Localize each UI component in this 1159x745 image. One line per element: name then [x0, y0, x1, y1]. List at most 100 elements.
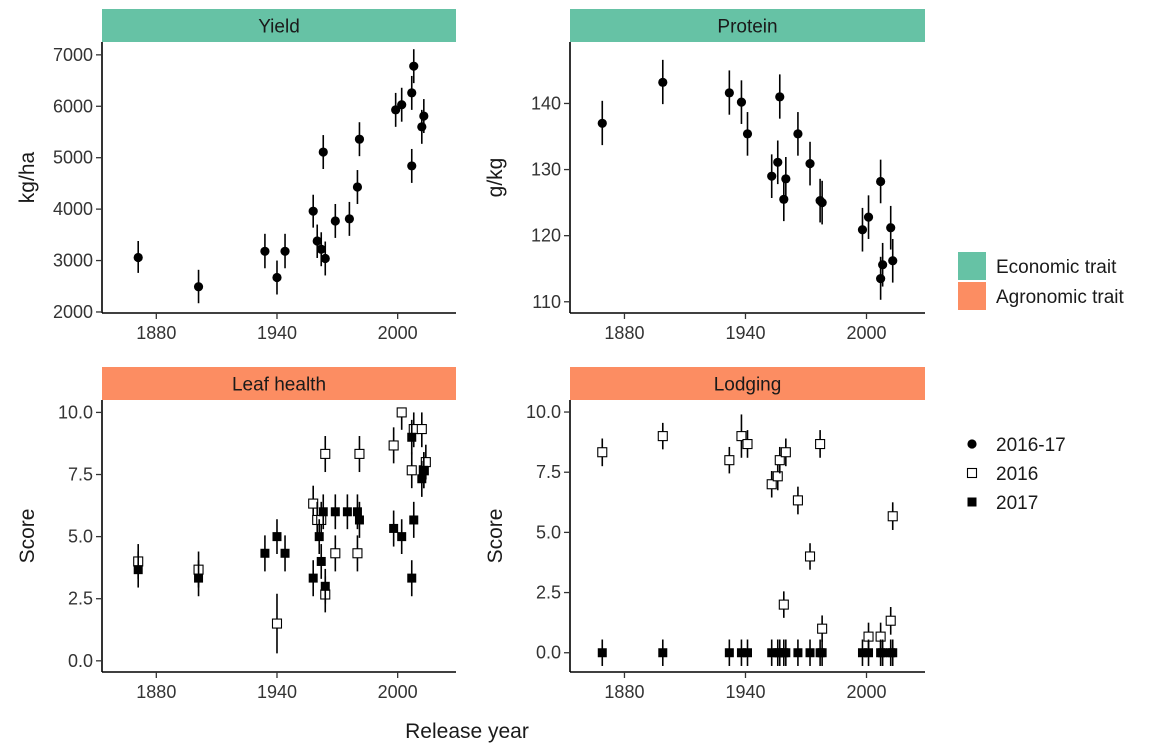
data-point [344, 214, 354, 224]
data-point [863, 212, 874, 222]
y-tick-label: 6000 [53, 96, 93, 116]
data-point [857, 648, 867, 658]
data-point [280, 548, 290, 558]
y-tick-label: 10.0 [58, 402, 93, 422]
data-point [407, 161, 417, 171]
panel-strip [102, 367, 456, 400]
panel-strip [570, 9, 925, 42]
data-point [817, 198, 827, 208]
data-point [320, 448, 331, 459]
data-point [857, 225, 868, 235]
series-2017 [133, 419, 429, 604]
data-point [330, 548, 341, 559]
data-point [352, 182, 363, 192]
data-point [352, 548, 363, 559]
series-2016 [133, 407, 431, 654]
data-point [805, 648, 815, 658]
x-tick-label: 1940 [725, 682, 765, 702]
data-point [888, 648, 898, 658]
panel-yield: Yield 2000 3000 4000 5000 6000 7000 1880 1940 200… [16, 9, 456, 343]
legend-key-agronomic-trait [958, 282, 986, 310]
data-point [314, 532, 324, 542]
data-point [417, 474, 427, 484]
legend-label: 2016 [996, 464, 1038, 485]
panel-leaf-health: Leaf health 0.0 2.5 5.0 7.5 10.0 1880 1940 2000 S… [16, 367, 456, 702]
series-2016-17 [597, 59, 898, 300]
data-point [354, 515, 364, 525]
y-tick-label: 2.5 [68, 589, 93, 609]
data-point [272, 532, 282, 542]
y-tick-label: 0.0 [68, 651, 93, 671]
data-point [792, 495, 803, 506]
data-point [272, 272, 282, 283]
data-point [312, 236, 322, 246]
data-point [133, 565, 143, 575]
data-point [724, 648, 734, 658]
y-tick-label: 7.5 [68, 465, 93, 485]
data-point [780, 447, 791, 458]
y-tick-label: 3000 [53, 251, 93, 271]
y-axis-title: Score [484, 509, 507, 564]
x-tick-label: 2000 [846, 323, 886, 343]
data-point [417, 122, 427, 132]
data-point [407, 573, 417, 583]
data-point [736, 431, 747, 442]
data-point [805, 159, 815, 169]
data-point [886, 223, 896, 233]
data-point [419, 111, 429, 121]
data-point [597, 648, 607, 658]
data-point [318, 507, 328, 517]
data-point [320, 253, 330, 264]
data-point [316, 244, 326, 254]
data-point [804, 551, 816, 562]
x-tick-label: 2000 [378, 682, 418, 702]
y-tick-label: 0.0 [536, 643, 561, 663]
data-point [407, 432, 417, 442]
data-point [781, 648, 791, 658]
data-point [657, 431, 668, 442]
data-point [193, 282, 204, 292]
data-point [817, 623, 828, 634]
data-point [878, 648, 888, 658]
x-tick-label: 2000 [378, 323, 418, 343]
data-point [308, 498, 319, 509]
y-tick-label: 130 [531, 160, 561, 180]
data-point [409, 515, 419, 525]
data-point [742, 438, 753, 450]
panel-protein: Protein 110 120 130 140 1880 1940 2000 g/kg [484, 9, 925, 343]
data-point [271, 618, 283, 629]
y-tick-label: 4000 [53, 199, 93, 219]
data-point [280, 246, 290, 256]
x-tick-label: 1880 [136, 323, 176, 343]
data-point [316, 514, 327, 526]
legend-key-circle [967, 439, 977, 449]
panel-strip [570, 367, 925, 400]
legend-key-filled-square [967, 497, 977, 507]
data-point [420, 457, 431, 468]
data-point [389, 523, 399, 533]
legend-label: 2016-17 [996, 435, 1066, 456]
legend-label: Agronomic trait [996, 287, 1124, 308]
data-point [308, 206, 318, 216]
y-axis-title: kg/ha [16, 151, 39, 203]
data-point [888, 256, 898, 266]
data-point [817, 648, 827, 658]
data-point [397, 100, 407, 110]
data-point [772, 471, 783, 482]
data-point [260, 548, 270, 558]
data-point [736, 97, 747, 107]
data-point [391, 105, 401, 115]
y-tick-label: 5.0 [68, 527, 93, 547]
x-tick-label: 1940 [257, 682, 297, 702]
series-2016-17 [133, 49, 429, 304]
data-point [778, 599, 789, 610]
data-point [775, 92, 785, 102]
data-point [658, 77, 668, 87]
data-point [724, 455, 735, 466]
panel-strip [102, 9, 456, 42]
data-point [194, 573, 204, 583]
data-point [766, 479, 777, 490]
panel-lodging: Lodging 0.0 2.5 5.0 7.5 10.0 1880 1940 2000 Score [484, 367, 925, 702]
data-point [736, 648, 746, 658]
